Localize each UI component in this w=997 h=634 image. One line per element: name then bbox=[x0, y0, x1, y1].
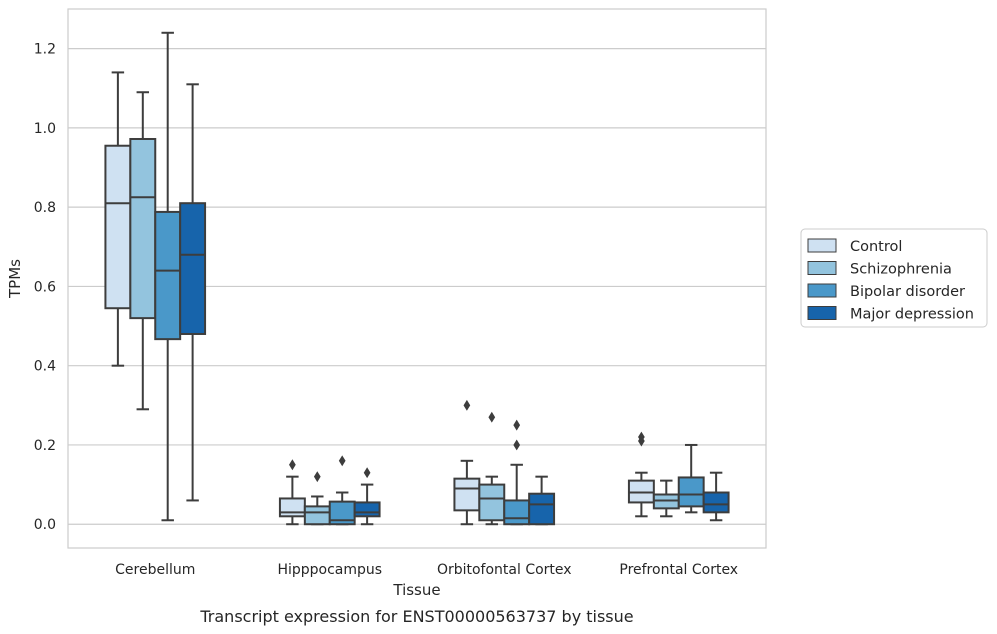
box-control bbox=[453, 399, 481, 526]
box-iqr bbox=[478, 483, 506, 522]
box-iqr bbox=[104, 144, 132, 310]
outlier-point bbox=[313, 471, 321, 483]
y-axis-title: TPMs bbox=[6, 259, 24, 299]
y-tick-label: 0.4 bbox=[34, 359, 56, 375]
y-tick-label: 1.0 bbox=[34, 121, 56, 137]
box-schizophrenia bbox=[652, 479, 680, 518]
box-bipolar-disorder bbox=[154, 31, 182, 522]
box-schizophrenia bbox=[129, 91, 157, 411]
chart-caption: Transcript expression for ENST0000056373… bbox=[199, 607, 633, 626]
legend-label: Schizophrenia bbox=[850, 262, 952, 278]
outlier-point bbox=[363, 467, 371, 479]
box-major-depression bbox=[179, 83, 207, 502]
box-series bbox=[104, 31, 730, 526]
legend-swatch bbox=[807, 306, 837, 320]
box-iqr bbox=[278, 497, 306, 518]
outlier-point bbox=[338, 455, 346, 467]
box-major-depression bbox=[702, 471, 730, 522]
x-axis-ticks: Cerebellum Hipppocampus Orbitofontal Corte… bbox=[115, 562, 738, 578]
legend-label: Control bbox=[850, 239, 902, 255]
box-iqr bbox=[154, 210, 182, 341]
box-bipolar-disorder bbox=[328, 455, 356, 526]
box-major-depression bbox=[528, 475, 556, 526]
outlier-point bbox=[488, 411, 496, 423]
y-tick-label: 0.6 bbox=[34, 279, 56, 295]
x-tick-label: Orbitofontal Cortex bbox=[437, 562, 572, 578]
box-iqr bbox=[129, 137, 157, 320]
box-control bbox=[627, 431, 655, 518]
box-iqr bbox=[179, 202, 207, 335]
legend-label: Major depression bbox=[850, 307, 974, 323]
legend-label: Bipolar disorder bbox=[850, 284, 965, 300]
legend-swatch bbox=[807, 238, 837, 253]
x-tick-label: Prefrontal Cortex bbox=[619, 562, 738, 578]
box-iqr bbox=[528, 492, 556, 526]
x-tick-label: Hipppocampus bbox=[277, 562, 382, 578]
box-iqr bbox=[303, 505, 331, 526]
box-iqr bbox=[353, 501, 381, 518]
box-iqr bbox=[702, 491, 730, 514]
box-schizophrenia bbox=[303, 471, 331, 526]
y-tick-label: 1.2 bbox=[34, 42, 56, 58]
legend: Control Schizophrenia Bipolar disorder Majo… bbox=[800, 228, 988, 328]
y-tick-label: 0.0 bbox=[34, 517, 56, 533]
box-bipolar-disorder bbox=[677, 443, 705, 514]
outlier-point bbox=[289, 459, 296, 471]
box-control bbox=[278, 459, 306, 526]
box-schizophrenia bbox=[478, 411, 506, 526]
box-iqr bbox=[453, 477, 481, 512]
x-tick-label: Cerebellum bbox=[115, 562, 195, 578]
outlier-point bbox=[513, 419, 521, 431]
legend-swatch bbox=[807, 261, 837, 275]
legend-swatch bbox=[807, 283, 837, 298]
outlier-point bbox=[463, 399, 471, 411]
plot-frame bbox=[67, 8, 767, 549]
box-bipolar-disorder bbox=[503, 419, 531, 526]
y-axis-ticks: 0.0 0.2 0.4 0.6 0.8 1.0 1.2 bbox=[34, 42, 56, 534]
box-control bbox=[104, 71, 132, 367]
box-major-depression bbox=[353, 467, 381, 526]
box-iqr bbox=[677, 476, 705, 508]
outlier-point bbox=[638, 431, 645, 443]
outlier-point bbox=[513, 439, 521, 451]
y-tick-label: 0.2 bbox=[34, 438, 56, 454]
x-axis-title: Tissue bbox=[392, 581, 440, 599]
legend-frame bbox=[800, 228, 988, 328]
y-tick-label: 0.8 bbox=[34, 200, 56, 216]
box-iqr bbox=[503, 499, 531, 526]
